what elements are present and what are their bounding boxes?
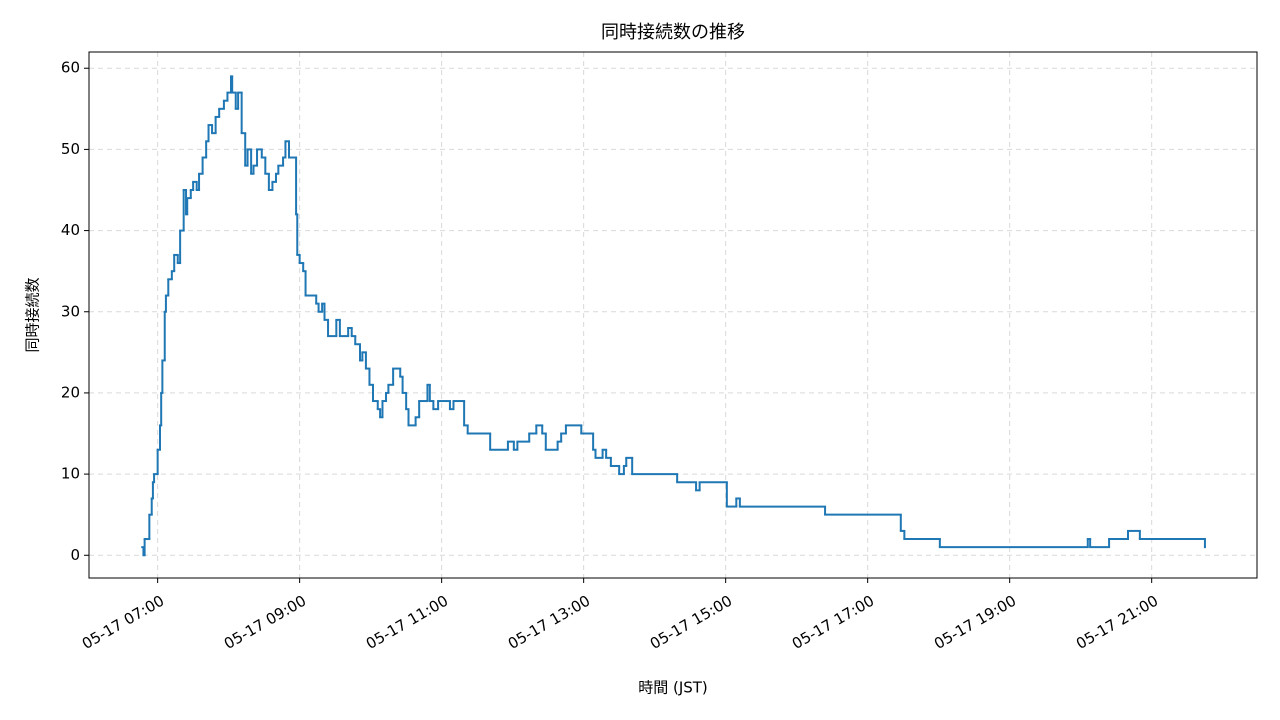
x-tick-label: 05-17 13:00 (505, 592, 593, 653)
y-tick-label: 10 (61, 465, 80, 483)
plot (141, 75, 1206, 557)
y-axis-label: 同時接続数 (24, 277, 42, 352)
x-tick-label: 05-17 19:00 (931, 592, 1019, 653)
y-tick-label: 20 (61, 383, 80, 401)
x-tick-label: 05-17 11:00 (363, 592, 451, 653)
y-tick-label: 30 (61, 302, 80, 320)
y-tick-label: 40 (61, 221, 80, 239)
y-tick-label: 60 (61, 59, 80, 77)
plot-frame (88, 51, 1258, 579)
x-tick-label: 05-17 07:00 (79, 592, 167, 653)
x-tick-label: 05-17 17:00 (789, 592, 877, 653)
y-tick-label: 0 (70, 546, 80, 564)
x-tick-label: 05-17 09:00 (221, 592, 309, 653)
x-axis-label: 時間 (JST) (638, 679, 708, 697)
chart-title: 同時接続数の推移 (601, 22, 745, 43)
x-tick-label: 05-17 15:00 (647, 592, 735, 653)
y-tick-label: 50 (61, 140, 80, 158)
grid (89, 52, 1257, 578)
x-tick-label: 05-17 21:00 (1073, 592, 1161, 653)
